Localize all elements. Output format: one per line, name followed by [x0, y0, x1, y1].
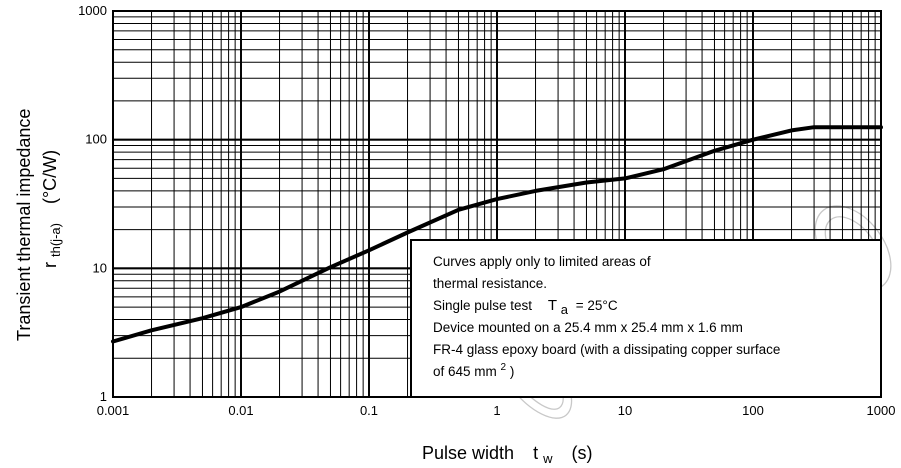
note-area-text: of 645 mm: [433, 364, 497, 379]
x-tick-label: 0.1: [360, 403, 378, 418]
y-axis-symbol: r: [40, 262, 60, 268]
x-axis-unit: (s): [572, 443, 593, 463]
y-tick-label: 1000: [78, 3, 107, 18]
note-line-4: Device mounted on a 25.4 mm x 25.4 mm x …: [433, 320, 743, 335]
y-axis-label: Transient thermal impedance r th(j-a) (°…: [14, 109, 64, 341]
note-box: Curves apply only to limited areas of th…: [411, 240, 881, 397]
x-tick-label: 0.01: [228, 403, 253, 418]
note-line-5: FR-4 glass epoxy board (with a dissipati…: [433, 342, 780, 357]
y-tick-label: 10: [93, 260, 107, 275]
note-line-1: Curves apply only to limited areas of: [433, 254, 651, 269]
y-axis-title: Transient thermal impedance: [14, 109, 34, 341]
note-test-label: Single pulse test: [433, 298, 532, 313]
x-tick-labels: 0.001 0.01 0.1 1 10 100 1000: [97, 403, 896, 418]
x-tick-label: 0.001: [97, 403, 130, 418]
y-tick-label: 1: [100, 389, 107, 404]
note-ta-value: = 25°C: [576, 298, 618, 313]
y-axis-symbol-line: r th(j-a) (°C/W): [40, 150, 64, 268]
x-axis-label: Pulse width t w (s): [422, 443, 593, 467]
x-axis-symbol-subscript: w: [542, 451, 553, 466]
y-axis-unit: (°C/W): [40, 150, 60, 204]
x-axis-symbol: t: [533, 443, 538, 463]
y-tick-labels: 1 10 100 1000: [78, 3, 107, 404]
x-tick-label: 1000: [867, 403, 896, 418]
note-line-2: thermal resistance.: [433, 276, 547, 291]
x-tick-label: 10: [618, 403, 632, 418]
note-area-superscript: 2: [501, 362, 507, 373]
x-tick-label: 1: [493, 403, 500, 418]
x-tick-label: 100: [742, 403, 764, 418]
y-tick-label: 100: [85, 132, 107, 147]
note-ta-symbol: T: [548, 297, 557, 314]
x-axis-title: Pulse width: [422, 443, 514, 463]
note-ta-subscript: a: [561, 302, 569, 317]
y-axis-symbol-subscript: th(j-a): [48, 223, 63, 257]
note-area-close: ): [510, 364, 515, 379]
